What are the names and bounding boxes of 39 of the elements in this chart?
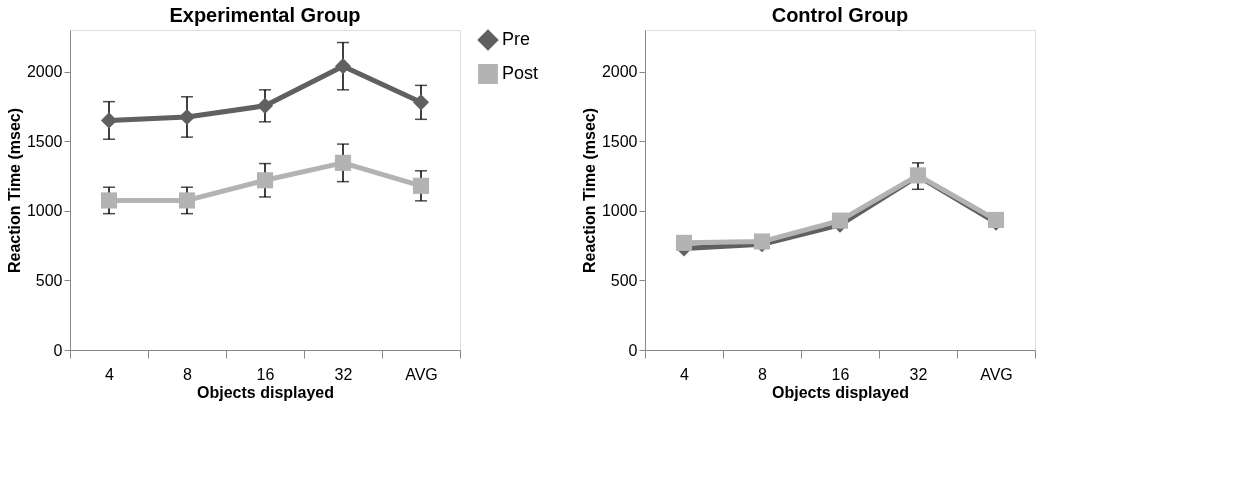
y-tick-label: 0 bbox=[53, 341, 63, 359]
x-tick-label: AVG bbox=[980, 365, 1013, 383]
x-tick-label: 32 bbox=[909, 365, 928, 383]
point bbox=[412, 94, 430, 111]
point bbox=[256, 172, 274, 189]
y-tick-label: 0 bbox=[628, 341, 638, 359]
point bbox=[178, 192, 196, 209]
y-tick-label: 1500 bbox=[601, 132, 638, 150]
y-tick-label: 2000 bbox=[26, 63, 63, 81]
x-axis-title: Objects displayed bbox=[197, 383, 334, 401]
point bbox=[412, 177, 430, 194]
point bbox=[831, 212, 849, 229]
x-axis-title: Objects displayed bbox=[772, 383, 909, 401]
x-tick-label: 4 bbox=[105, 365, 115, 383]
point bbox=[675, 234, 693, 251]
point bbox=[334, 58, 352, 75]
point bbox=[334, 154, 352, 171]
x-tick-label: 8 bbox=[183, 365, 193, 383]
x-tick-label: 8 bbox=[758, 365, 768, 383]
point bbox=[100, 192, 118, 209]
y-tick-label: 500 bbox=[35, 271, 63, 289]
chart-title: Experimental Group bbox=[169, 4, 361, 26]
x-tick-label: 16 bbox=[831, 365, 850, 383]
x-tick-label: 4 bbox=[680, 365, 690, 383]
chart-title: Control Group bbox=[771, 4, 909, 26]
legend-label: Post bbox=[502, 63, 539, 83]
legend-label: Pre bbox=[502, 29, 531, 49]
x-tick-label: 32 bbox=[334, 365, 353, 383]
y-tick-label: 500 bbox=[610, 271, 638, 289]
y-tick-label: 1500 bbox=[26, 132, 63, 150]
x-tick-label: 16 bbox=[256, 365, 275, 383]
point bbox=[256, 97, 274, 114]
x-tick-label: AVG bbox=[405, 365, 438, 383]
point bbox=[100, 112, 118, 129]
y-axis-title: Reaction Time (msec) bbox=[580, 107, 598, 274]
y-axis-title: Reaction Time (msec) bbox=[5, 107, 23, 274]
y-tick-label: 1000 bbox=[601, 202, 638, 220]
y-tick-label: 2000 bbox=[601, 63, 638, 81]
y-tick-label: 1000 bbox=[26, 202, 63, 220]
